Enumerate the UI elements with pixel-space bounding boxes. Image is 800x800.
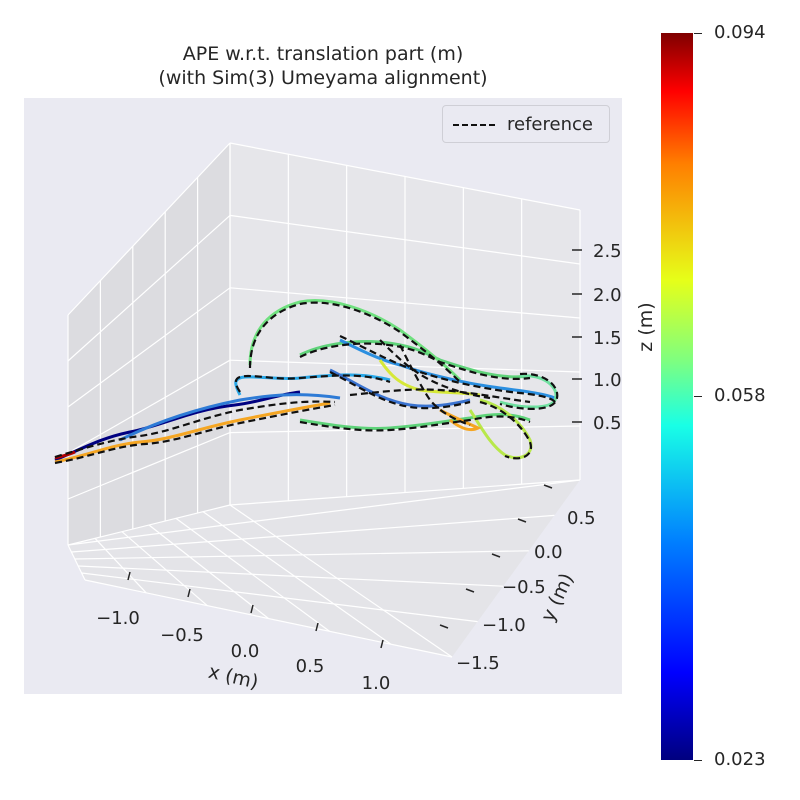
x-tick <box>127 571 131 581</box>
grid-line <box>121 531 208 607</box>
reference-line <box>479 400 533 460</box>
grid-line <box>229 287 581 319</box>
colorbar-label-max: 0.094 <box>714 22 766 43</box>
y-tick <box>439 624 449 629</box>
z-tick-label: 1.5 <box>593 328 622 349</box>
grid-lines <box>67 142 581 658</box>
trajectory-segment <box>329 368 471 408</box>
reference-line <box>54 403 336 465</box>
y-tick-label: 0.5 <box>567 508 596 529</box>
reference-line <box>234 374 391 393</box>
chart-title-line1: APE w.r.t. translation part (m) <box>182 43 464 65</box>
trajectory-segment <box>299 413 531 430</box>
chart-title-line2: (with Sim(3) Umeyama alignment) <box>158 67 488 89</box>
colorbar-label-mid: 0.058 <box>714 385 766 406</box>
x-tick <box>187 588 191 598</box>
trajectory-segment <box>439 408 482 432</box>
z-axis-label: z (m) <box>635 302 657 351</box>
x-tick <box>380 639 384 649</box>
y-tick-label: −1.0 <box>482 615 526 636</box>
grid-line <box>94 537 147 594</box>
reference-line <box>349 388 531 404</box>
reference-line <box>499 372 559 410</box>
reference-line <box>54 400 336 459</box>
x-tick <box>315 622 319 632</box>
x-tick-label: 1.0 <box>362 673 391 694</box>
y-tick-label: −0.5 <box>502 577 546 598</box>
grid-line <box>202 511 392 645</box>
reference-line <box>248 301 461 383</box>
reference-line <box>299 342 531 380</box>
grid-line <box>67 287 231 408</box>
colorbar <box>661 33 693 760</box>
y-tick-label: −1.5 <box>456 653 500 674</box>
x-tick-label: −0.5 <box>160 625 204 646</box>
grid-line <box>67 214 231 362</box>
z-tick-label: 0.5 <box>593 413 622 434</box>
colorbar-label-min: 0.023 <box>714 749 766 770</box>
colorbar-tick <box>694 33 702 34</box>
grid-line <box>229 214 581 265</box>
grid-line <box>229 142 581 211</box>
grid-line <box>67 544 86 581</box>
trajectory-segment <box>54 390 301 462</box>
grid-line <box>229 479 581 506</box>
grid-line <box>84 579 453 658</box>
reference-line <box>299 415 531 432</box>
y-tick <box>465 588 475 593</box>
z-tick-label: 2.0 <box>593 285 622 306</box>
grid-line <box>67 359 231 454</box>
reference-line <box>329 371 471 410</box>
x-tick-label: −1.0 <box>96 608 140 629</box>
colorbar-tick <box>694 760 702 761</box>
trajectory-segment <box>299 340 531 379</box>
grid-line <box>78 565 504 587</box>
trajectory-lines <box>54 299 559 465</box>
legend-dashed-line-icon <box>453 124 495 126</box>
trajectory-segment <box>54 401 331 464</box>
x-tick-label: 0.5 <box>296 656 325 677</box>
y-tick-label: 0.0 <box>534 542 563 563</box>
x-tick <box>250 604 254 614</box>
trajectory-segment <box>119 393 341 442</box>
z-tick-label: 1.0 <box>593 370 622 391</box>
grid-line <box>67 479 581 546</box>
trajectory-segment <box>499 374 558 409</box>
legend: reference <box>442 105 610 143</box>
side-pane <box>68 143 230 545</box>
z-tick-label: 2.5 <box>593 241 622 262</box>
y-tick <box>517 518 527 523</box>
colorbar-tick <box>694 396 702 397</box>
trajectory-segment <box>248 299 462 382</box>
y-tick <box>491 553 501 558</box>
x-tick-label: 0.0 <box>231 641 260 662</box>
grid-line <box>81 572 478 623</box>
grid-line <box>71 514 555 553</box>
y-tick <box>543 484 553 489</box>
floor-pane <box>68 480 580 657</box>
reference-line <box>339 335 556 403</box>
reference-line <box>379 339 491 400</box>
legend-label: reference <box>507 114 593 135</box>
trajectory-segment <box>339 338 556 400</box>
grid-line <box>67 142 231 316</box>
grid-line <box>74 550 529 560</box>
grid-line <box>67 432 231 500</box>
grid-line <box>229 504 453 658</box>
